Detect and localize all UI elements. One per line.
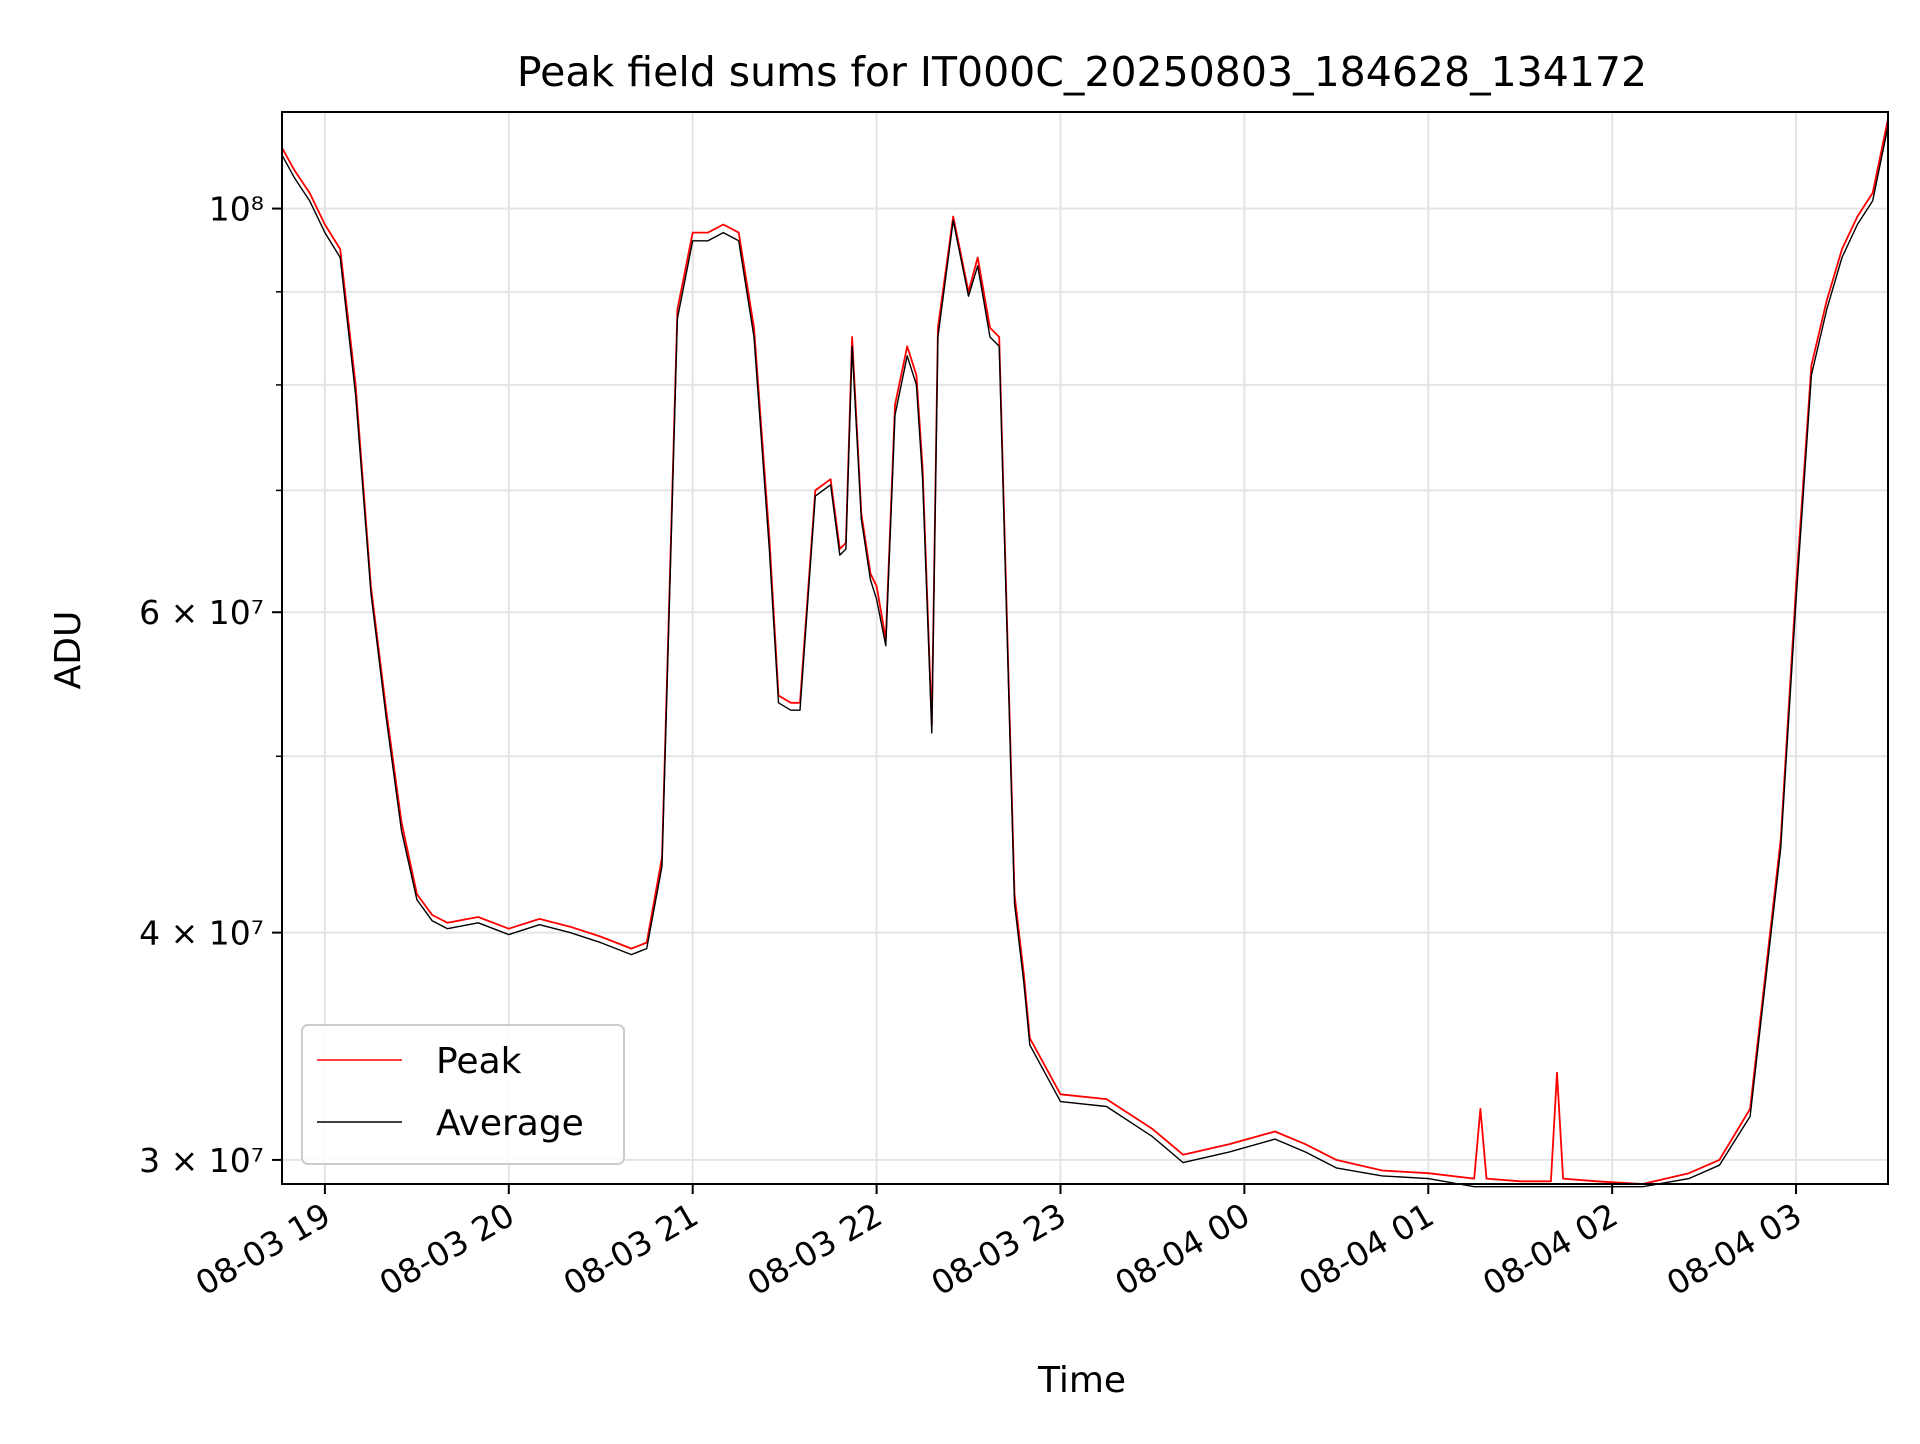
y-tick-label: 4 × 10⁷ — [139, 914, 264, 953]
grid-layer — [282, 112, 1888, 1184]
y-tick-label: 6 × 10⁷ — [139, 593, 264, 632]
legend-label-average: Average — [436, 1103, 584, 1144]
series-line-peak — [281, 118, 1889, 1185]
y-tick-label: 3 × 10⁷ — [139, 1141, 264, 1180]
legend: Peak Average — [301, 1024, 625, 1165]
series-line-average — [281, 125, 1889, 1188]
chart-title: Peak field sums for IT000C_20250803_1846… — [517, 48, 1647, 96]
y-tick-label: 10⁸ — [209, 190, 264, 229]
series-layer — [281, 118, 1889, 1188]
x-axis-label: Time — [1037, 1360, 1126, 1401]
plot-frame — [281, 111, 1889, 1185]
legend-label-peak: Peak — [436, 1041, 522, 1082]
y-axis-label: ADU — [48, 611, 89, 690]
